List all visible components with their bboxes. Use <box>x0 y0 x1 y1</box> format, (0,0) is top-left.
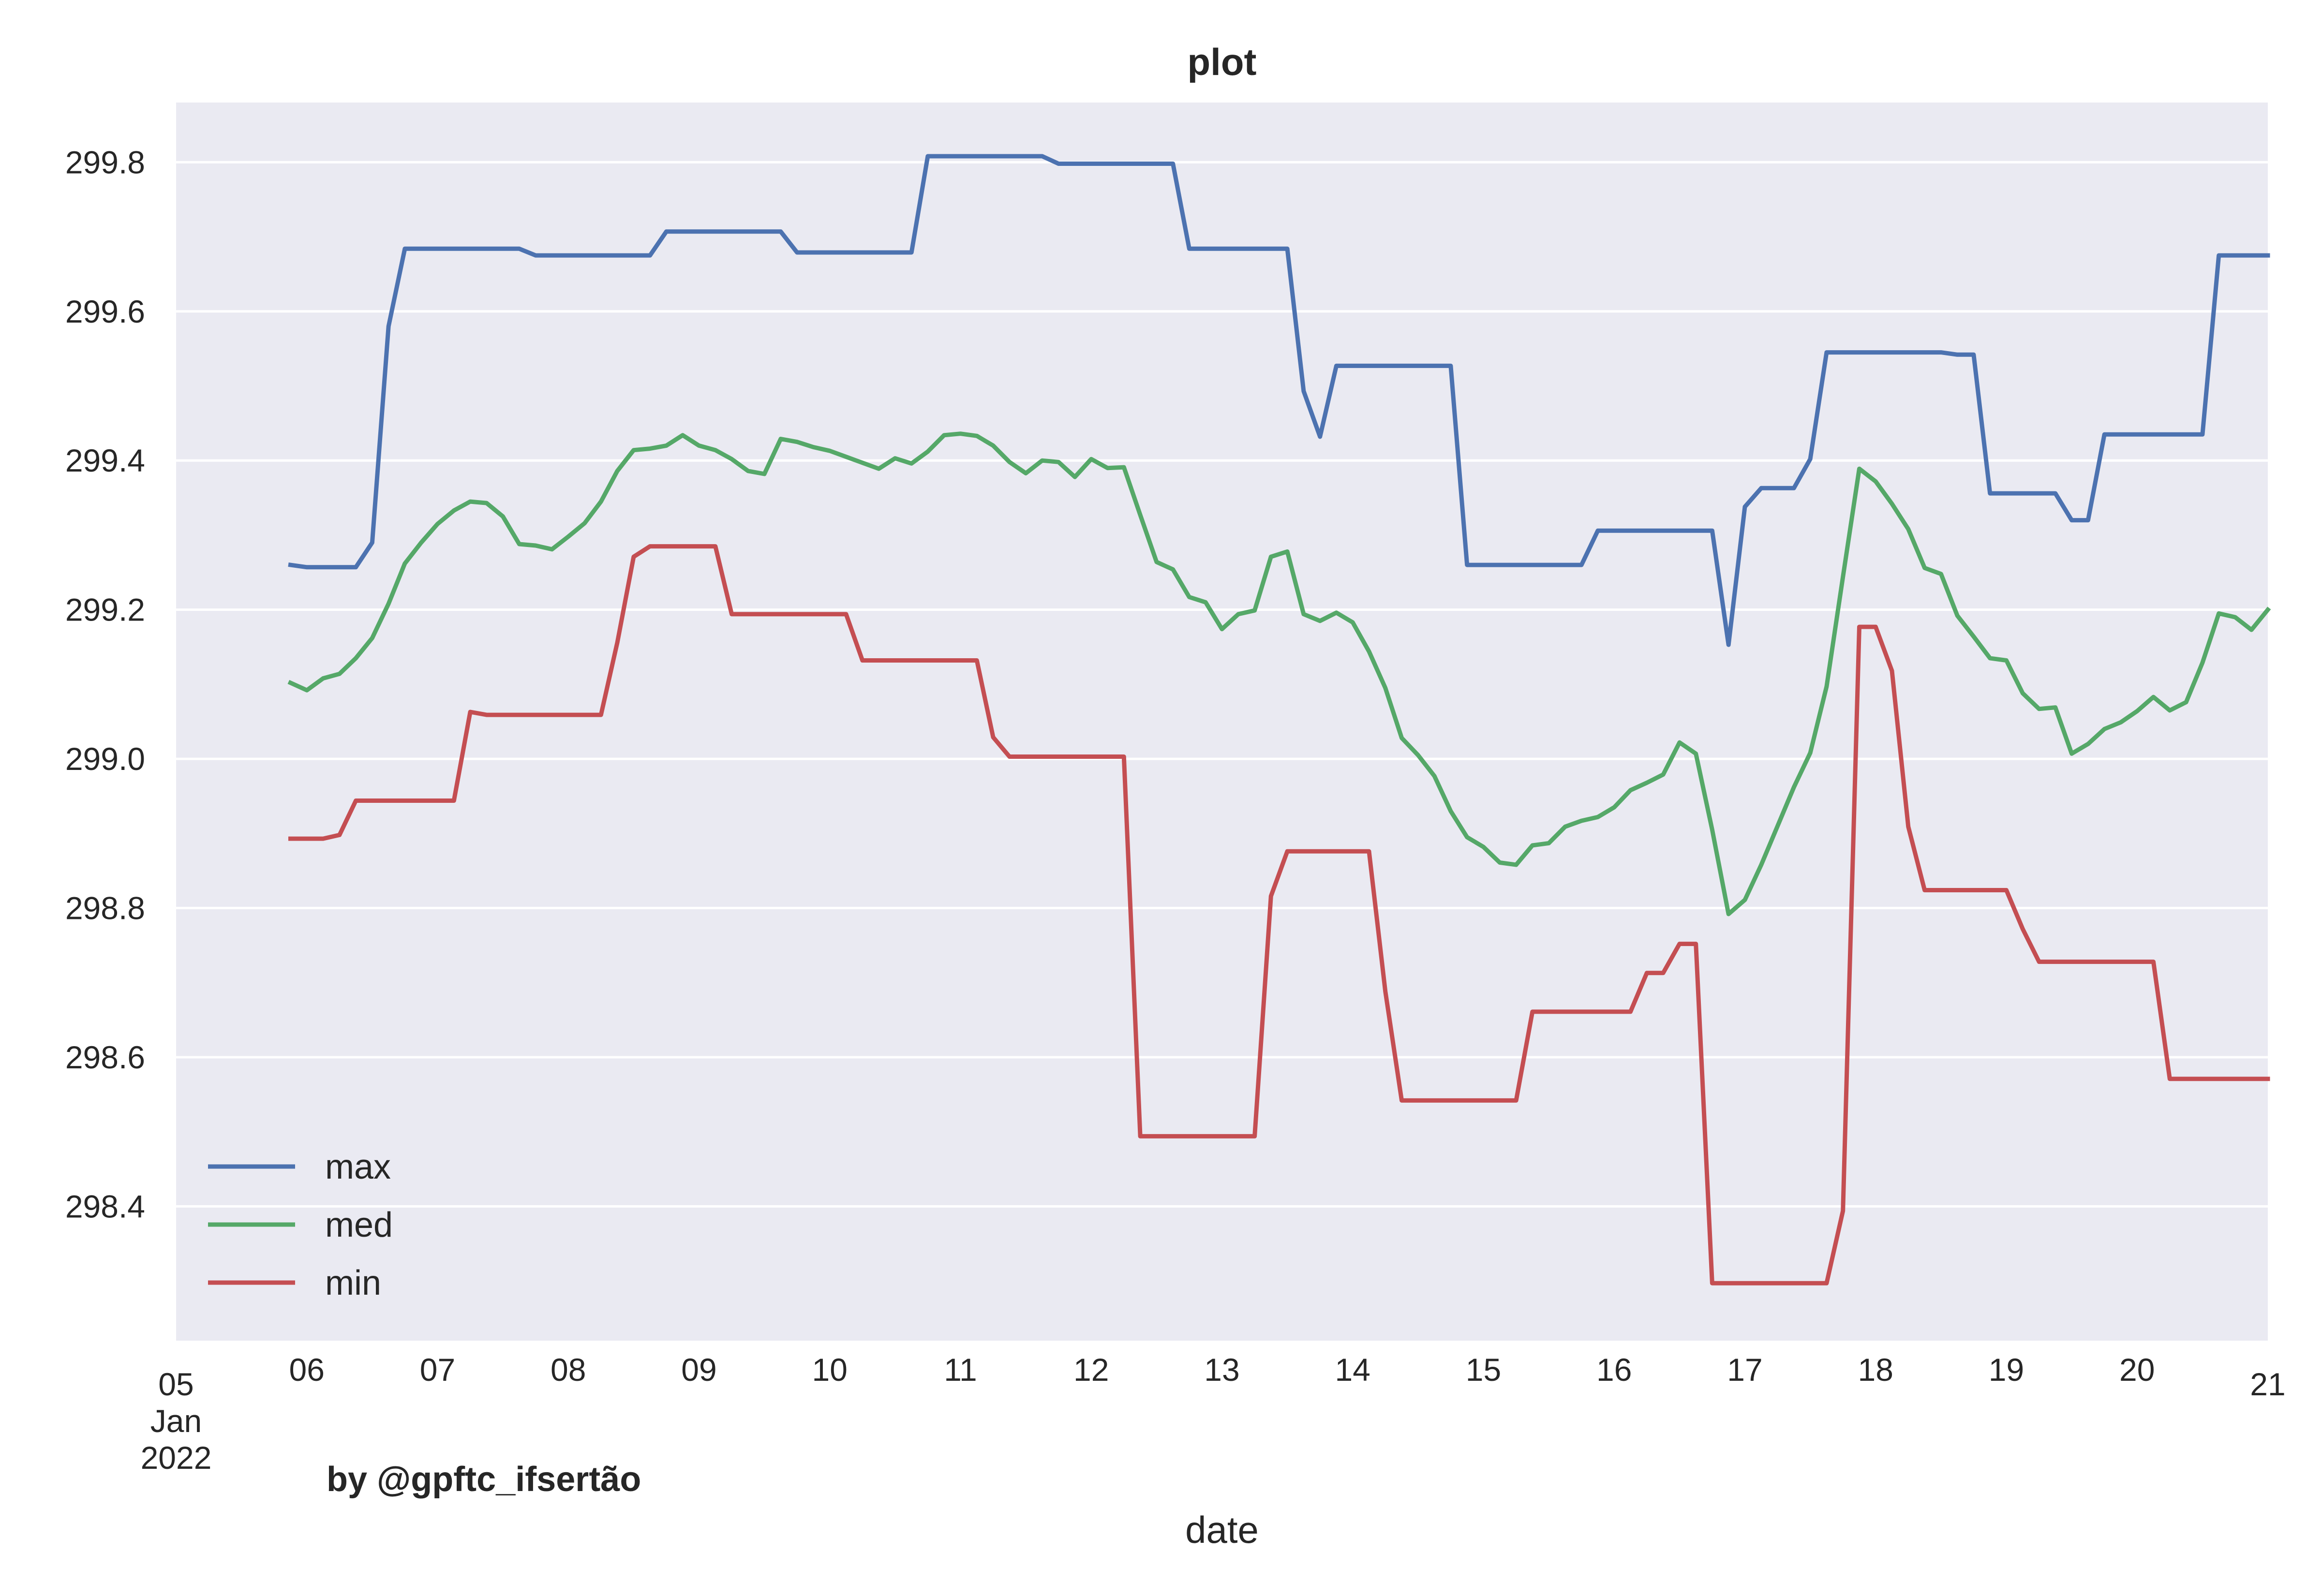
x-tick-label: 05 Jan 2022 <box>141 1366 212 1476</box>
y-tick-label: 299.2 <box>65 592 145 628</box>
x-tick-label: 13 <box>1204 1352 1239 1388</box>
x-tick-label: 17 <box>1727 1352 1762 1388</box>
y-tick-label: 299.8 <box>65 144 145 180</box>
x-tick-label: 06 <box>289 1352 325 1388</box>
y-tick-label: 298.6 <box>65 1039 145 1075</box>
x-tick-label: 08 <box>551 1352 586 1388</box>
y-tick-label: 299.6 <box>65 294 145 329</box>
x-tick-label: 07 <box>420 1352 455 1388</box>
y-tick-label: 299.4 <box>65 443 145 478</box>
x-tick-label: 20 <box>2119 1352 2155 1388</box>
y-tick-label: 298.4 <box>65 1188 145 1224</box>
x-tick-label: 12 <box>1073 1352 1109 1388</box>
x-tick-label: 19 <box>1989 1352 2024 1388</box>
y-tick-label: 298.8 <box>65 890 145 926</box>
credit-text: by @gpftc_ifsertão <box>327 1460 641 1499</box>
legend: max med min <box>208 1148 393 1302</box>
plot-area <box>176 103 2268 1341</box>
x-tick-label: 14 <box>1335 1352 1370 1388</box>
legend-label-med: med <box>325 1206 393 1244</box>
series-lines <box>287 154 2271 1286</box>
x-tick-label: 10 <box>812 1352 848 1388</box>
legend-label-min: min <box>325 1264 381 1302</box>
series-line-min <box>288 544 2270 1286</box>
x-axis-label: date <box>1185 1508 1259 1551</box>
chart-title: plot <box>1188 41 1257 83</box>
x-axis: 05 Jan 2022 06 07 08 09 10 11 12 13 14 15 16 17 18 19 20 2… <box>141 1352 2286 1476</box>
x-tick-label: 21 <box>2250 1366 2285 1402</box>
gridlines <box>176 161 2268 1208</box>
x-tick-label: 16 <box>1596 1352 1632 1388</box>
y-axis: 298.4 298.6 298.8 299.0 299.2 299.4 299.6 299.8 <box>65 144 145 1224</box>
series-line-max <box>288 154 2270 647</box>
x-tick-label: 15 <box>1466 1352 1501 1388</box>
x-tick-label: 09 <box>681 1352 716 1388</box>
x-tick-label: 18 <box>1858 1352 1893 1388</box>
series-line-med <box>287 431 2271 916</box>
legend-label-max: max <box>325 1148 391 1186</box>
y-tick-label: 299.0 <box>65 741 145 777</box>
x-tick-label: 11 <box>944 1352 977 1388</box>
